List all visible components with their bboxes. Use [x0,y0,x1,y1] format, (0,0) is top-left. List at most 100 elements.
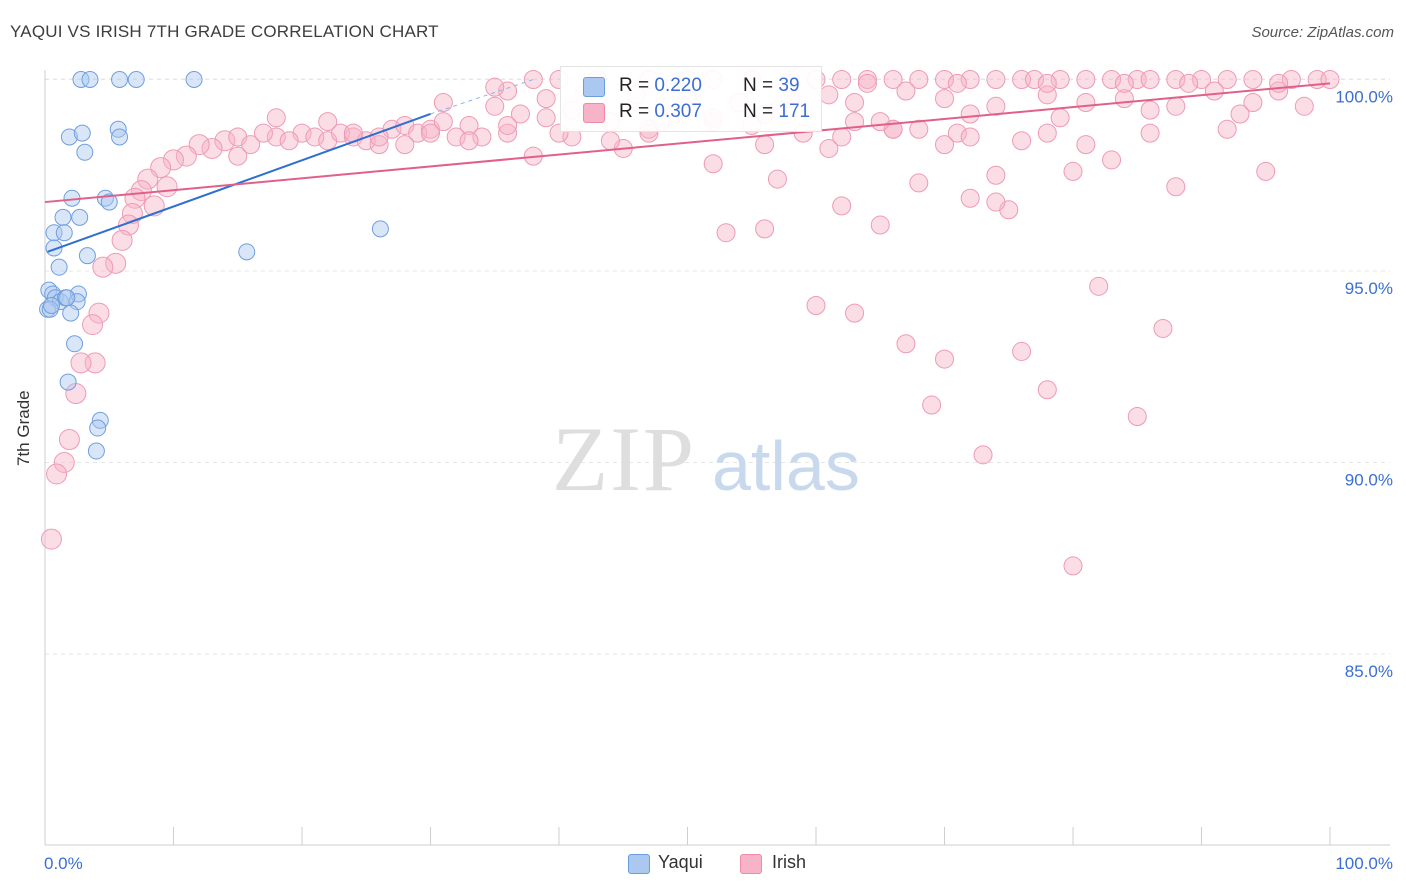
irish-point [1037,85,1057,105]
irish-point [870,112,890,132]
irish-point [446,127,466,147]
irish-point [1140,70,1160,89]
irish-point [433,112,453,132]
yaqui-point [81,71,99,88]
irish-point [253,123,273,143]
irish-point [1243,70,1263,89]
irish-point [947,73,967,93]
irish-point [1076,135,1096,155]
irish-label: Irish [772,852,807,872]
irish-point [241,135,261,155]
x-tick-label: 0.0% [44,854,83,873]
trend-lines [44,79,1331,253]
y-tick-label: 100.0% [1335,88,1393,107]
irish-point [1230,104,1250,124]
irish-point [960,104,980,124]
irish-point [1166,177,1186,197]
yaqui-point [100,193,118,211]
yaqui-point [111,71,129,88]
irish-point [922,395,942,415]
irish-point [832,70,852,89]
irish-point [1037,123,1057,143]
irish-point [1102,150,1122,170]
irish-point [421,123,440,143]
irish-point [703,154,723,174]
irish-point [156,176,178,198]
yaqui-point [62,304,80,322]
irish-point [201,137,223,159]
x-tick-label: 100.0% [1335,854,1393,873]
legend-n-label: N = [743,75,779,96]
irish-point [755,135,775,155]
irish-point [498,123,518,143]
irish-point [472,127,492,147]
irish-point [755,219,775,239]
yaqui-point [54,208,72,226]
irish-point [870,215,890,235]
irish-point [819,85,839,105]
irish-point [214,130,236,152]
y-tick-label: 85.0% [1345,662,1393,681]
irish-point [1294,96,1314,116]
watermark-atlas: atlas [712,427,860,505]
irish-swatch [740,854,762,874]
irish-point [1153,318,1173,338]
irish-point [1050,70,1070,89]
legend-r-value: 0.220 [654,75,702,96]
legend-r-label: R = [619,101,655,122]
irish-point [1179,73,1199,93]
irish-point [1037,380,1057,400]
legend-n-value: 39 [778,75,800,96]
irish-point [909,173,929,193]
irish-point [909,70,929,89]
irish-point [1140,123,1160,143]
yaqui-trend-extension [430,79,534,115]
source-credit: Source: ZipAtlas.com [1251,24,1394,41]
legend-swatch-yaqui [583,77,605,97]
irish-point [1140,100,1160,120]
irish-point [305,127,325,147]
irish-point [88,302,110,324]
irish-point [105,252,127,274]
yaqui-point [55,224,73,242]
legend-r-value: 0.307 [654,101,702,122]
irish-trend-line [44,82,1331,204]
irish-point [1037,73,1057,93]
irish-point [857,73,877,93]
irish-point [485,77,505,97]
legend-n-value: 171 [778,101,811,122]
yaqui-trend-line [47,113,431,253]
watermark-zip: ZIP [552,408,696,510]
irish-point [935,135,954,155]
yaqui-point [66,335,84,353]
irish-point [137,168,159,190]
yaqui-point [73,124,91,142]
irish-point [767,169,787,189]
irish-point [1256,161,1276,181]
irish-point [832,196,852,216]
irish-point [92,256,114,278]
irish-point [935,89,954,109]
chart-title: YAQUI VS IRISH 7TH GRADE CORRELATION CHA… [10,22,439,41]
irish-point [1012,131,1032,151]
irish-point [58,429,80,451]
yaqui-point [371,220,389,238]
legend-swatch-irish [583,103,605,123]
irish-point [973,445,993,465]
irish-point [510,104,530,124]
yaqui-point [87,442,105,460]
irish-point [369,135,389,155]
irish-point [1114,73,1134,93]
irish-point [716,223,736,243]
irish-point [1089,276,1109,296]
irish-point [318,112,338,132]
legend-n-label: N = [743,101,779,122]
irish-point [498,115,518,135]
yaqui-point [127,71,145,88]
yaqui-point [111,128,129,146]
yaqui-swatch [628,854,650,874]
yaqui-point [58,289,76,307]
irish-point [935,349,954,369]
irish-point [82,314,104,336]
irish-point [1204,81,1224,101]
